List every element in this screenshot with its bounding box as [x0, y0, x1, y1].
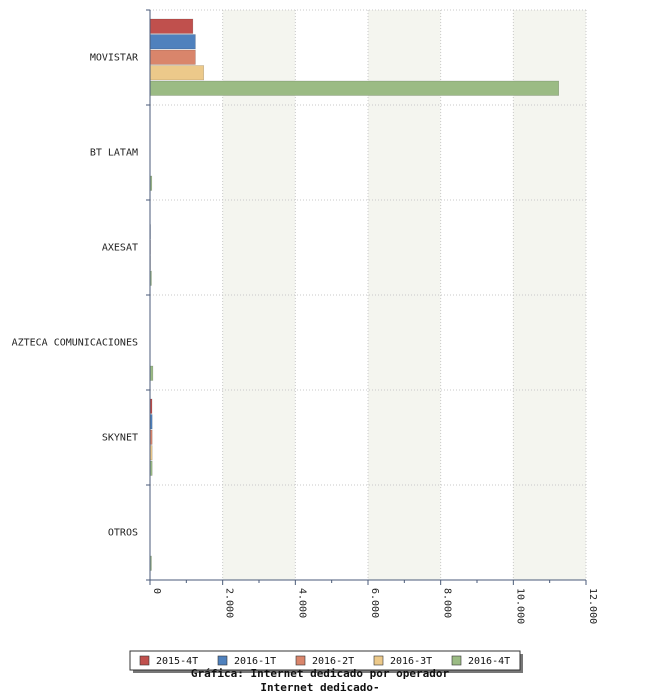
bar: [149, 34, 196, 50]
legend-swatch: [295, 655, 306, 666]
legend: 2015-4T 2016-1T 2016-2T 2016-3T 2016-4T: [129, 650, 523, 673]
category-label: BT LATAM: [90, 148, 138, 159]
legend-label: 2015-4T: [156, 656, 198, 667]
legend-label: 2016-4T: [468, 656, 510, 667]
bar: [149, 18, 194, 34]
chart-subtitle: Internet dedicado-: [260, 681, 379, 694]
category-label: MOVISTAR: [90, 53, 139, 64]
chart-title: Gráfica: Internet dedicado por operador: [191, 667, 450, 680]
legend-swatch: [451, 655, 462, 666]
legend-swatch: [217, 655, 228, 666]
legend-box: [129, 650, 521, 671]
legend-label: 2016-2T: [312, 656, 354, 667]
bars: [149, 18, 559, 571]
legend-label: 2016-1T: [234, 656, 276, 667]
legend-label: 2016-3T: [390, 656, 432, 667]
category-label: AZTECA COMUNICACIONES: [12, 338, 138, 349]
plot-band: [368, 10, 441, 580]
category-labels: MOVISTAR BT LATAM AXESAT AZTECA COMUNICACIO…: [12, 53, 139, 539]
x-tick-label: 4.000: [296, 588, 307, 618]
category-label: OTROS: [108, 528, 138, 539]
legend-swatch: [139, 655, 150, 666]
x-tick-label: 10.000: [514, 588, 525, 624]
bar: [149, 49, 196, 65]
x-tick-label: 0: [151, 588, 162, 594]
legend-swatch: [373, 655, 384, 666]
tick-labels: 0 2.000 4.000 6.000 8.000 10.000 12.000: [151, 588, 598, 624]
category-label: SKYNET: [102, 433, 138, 444]
category-label: AXESAT: [102, 243, 138, 254]
bar: [149, 65, 205, 81]
x-tick-label: 12.000: [587, 588, 598, 624]
plot-band: [295, 10, 368, 580]
x-tick-label: 6.000: [369, 588, 380, 618]
bar: [149, 80, 559, 96]
axes: [146, 9, 587, 585]
x-tick-label: 8.000: [442, 588, 453, 618]
x-tick-label: 2.000: [224, 588, 235, 618]
